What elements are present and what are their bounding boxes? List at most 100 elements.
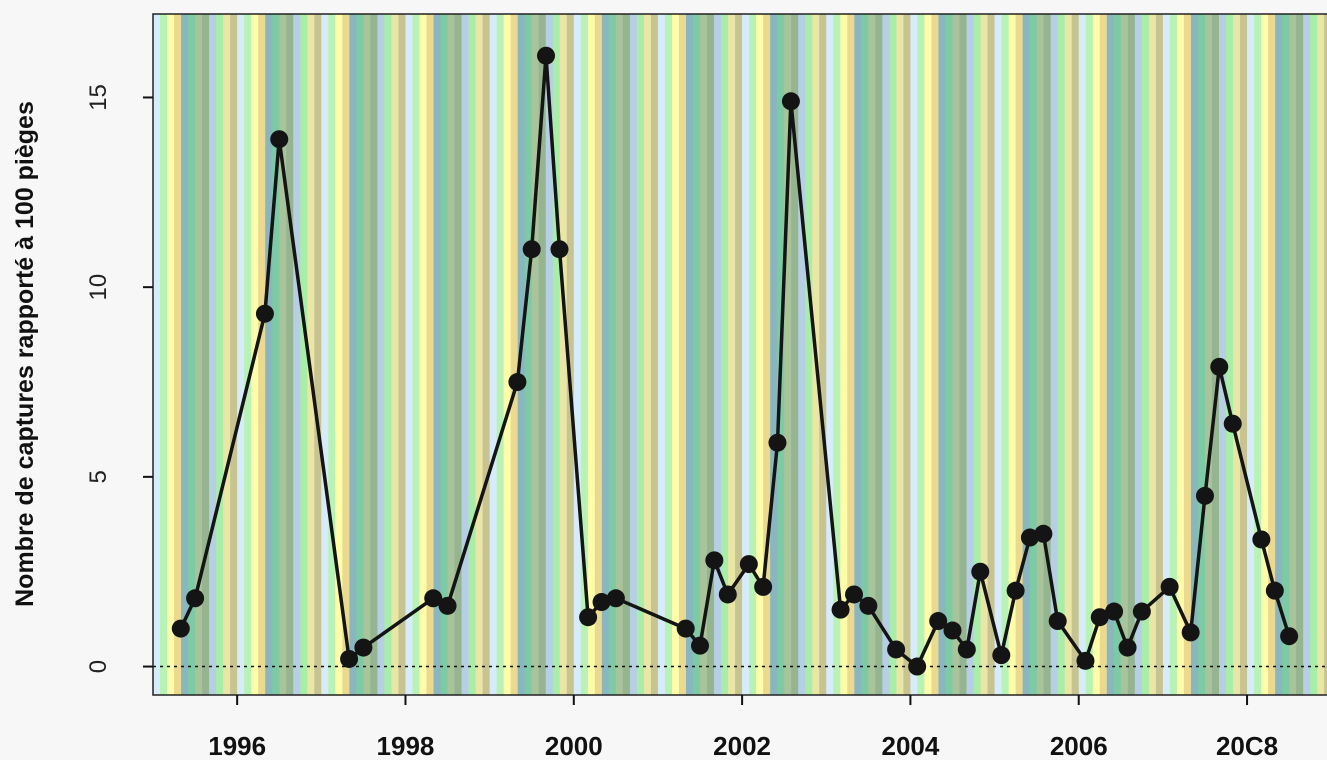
- background-band: [475, 14, 484, 695]
- background-band: [1240, 14, 1248, 695]
- data-point: [1132, 602, 1151, 621]
- background-band: [1141, 14, 1150, 695]
- background-band: [1254, 14, 1262, 695]
- y-tick-label: 0: [85, 660, 112, 673]
- background-band: [1247, 14, 1255, 695]
- data-point: [1105, 602, 1124, 621]
- data-point: [1160, 577, 1179, 596]
- background-band: [307, 14, 315, 695]
- background-band: [622, 14, 631, 695]
- background-band: [468, 14, 477, 695]
- data-point: [522, 240, 541, 259]
- background-band: [749, 14, 757, 695]
- data-point: [1280, 627, 1299, 646]
- background-band: [966, 14, 975, 695]
- y-axis-label: Nombre de captures rapporté à 100 pièges: [11, 101, 39, 607]
- background-band: [1092, 14, 1101, 695]
- background-band: [286, 14, 294, 695]
- background-band: [419, 14, 428, 695]
- x-tick-label: 2002: [713, 731, 771, 760]
- background-band: [349, 14, 357, 695]
- background-band: [1296, 14, 1304, 695]
- background-band: [987, 14, 996, 695]
- data-point: [971, 562, 990, 581]
- background-band: [181, 14, 189, 695]
- background-band: [1099, 14, 1108, 695]
- y-tick-label: 10: [85, 274, 112, 301]
- background-band: [678, 14, 687, 695]
- background-band: [945, 14, 954, 695]
- background-band: [559, 14, 568, 695]
- background-band: [721, 14, 729, 695]
- data-point: [718, 585, 737, 604]
- data-point: [929, 612, 948, 631]
- background-band: [1226, 14, 1234, 695]
- background-band: [840, 14, 848, 695]
- data-point: [270, 130, 289, 149]
- background-band: [700, 14, 708, 695]
- background-band: [496, 14, 505, 695]
- data-point: [754, 577, 773, 596]
- background-band: [524, 14, 533, 695]
- background-band: [629, 14, 638, 695]
- background-band: [875, 14, 883, 695]
- data-point: [1034, 524, 1053, 543]
- data-point: [1090, 608, 1109, 627]
- background-band: [202, 14, 210, 695]
- background-band: [300, 14, 308, 695]
- background-band: [1148, 14, 1157, 695]
- data-point: [537, 46, 556, 65]
- background-band: [510, 14, 519, 695]
- background-band: [1071, 14, 1080, 695]
- data-point: [1195, 486, 1214, 505]
- background-band: [503, 14, 512, 695]
- x-tick-label: 2004: [881, 731, 939, 760]
- data-point: [550, 240, 569, 259]
- y-axis: 0 5 10 15: [85, 84, 153, 673]
- background-band: [489, 14, 498, 695]
- background-band: [328, 14, 336, 695]
- data-point: [1048, 612, 1067, 631]
- data-point: [1181, 623, 1200, 642]
- background-band: [805, 14, 813, 695]
- background-band: [244, 14, 252, 695]
- data-point: [768, 433, 787, 452]
- background-band: [910, 14, 919, 695]
- data-points: [171, 46, 1299, 676]
- background-band: [1233, 14, 1241, 695]
- background-band: [938, 14, 947, 695]
- data-point: [606, 589, 625, 608]
- background-band: [924, 14, 933, 695]
- background-band: [868, 14, 876, 695]
- background-band: [384, 14, 393, 695]
- background-band: [959, 14, 968, 695]
- x-tick-label: 2006: [1050, 731, 1108, 760]
- background-band: [272, 14, 280, 695]
- background-band: [1289, 14, 1297, 695]
- background-band: [447, 14, 456, 695]
- background-band: [1022, 14, 1031, 695]
- background-band: [188, 14, 196, 695]
- background-band: [531, 14, 540, 695]
- data-point: [1118, 638, 1137, 657]
- background-band: [433, 14, 442, 695]
- background-band: [195, 14, 203, 695]
- background-band: [643, 14, 652, 695]
- background-band: [1078, 14, 1087, 695]
- data-point: [255, 304, 274, 323]
- background-band: [861, 14, 869, 695]
- background-band: [1183, 14, 1192, 695]
- background-band: [174, 14, 182, 695]
- background-band: [882, 14, 890, 695]
- background-band: [482, 14, 491, 695]
- background-band: [728, 14, 736, 695]
- background-band: [1001, 14, 1010, 695]
- background-band: [714, 14, 722, 695]
- background-band: [545, 14, 554, 695]
- background-band: [707, 14, 715, 695]
- data-point: [186, 589, 205, 608]
- background-band: [377, 14, 386, 695]
- background-band: [756, 14, 764, 695]
- background-band: [980, 14, 989, 695]
- background-band: [1155, 14, 1164, 695]
